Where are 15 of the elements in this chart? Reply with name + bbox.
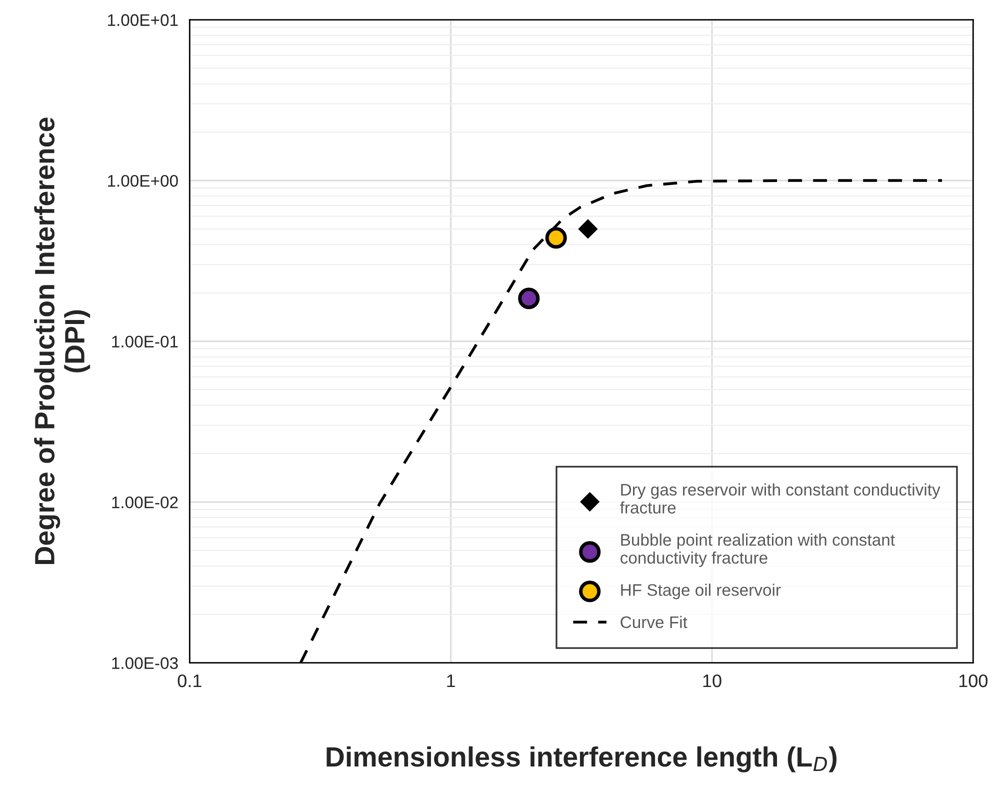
legend-label: Bubble point realization with constant conductivity fracture (620, 534, 895, 568)
x-tick-label: 1 (447, 674, 455, 688)
x-tick-label: 0.1 (178, 674, 202, 688)
y-axis-title: Degree of Production Interference (DPI) (34, 118, 90, 564)
y-tick-label: 1.00E-02 (112, 496, 178, 508)
x-tick-label: 100 (959, 674, 988, 688)
legend-label: HF Stage oil reservoir (621, 584, 781, 600)
x-tick-label: 10 (703, 674, 722, 688)
y-tick-label: 1.00E+00 (108, 174, 178, 187)
legend-label: Curve Fit (620, 616, 688, 628)
x-axis-title: Dimensionless interference length (L$_{D}$) (326, 746, 837, 772)
y-tick-label: 1.00E-03 (112, 657, 178, 670)
y-tick-label: 1.00E-01 (112, 336, 178, 348)
y-tick-label: 1.00E+01 (108, 14, 178, 26)
legend-label: Dry gas reservoir with constant conductivity fracture (620, 483, 940, 514)
